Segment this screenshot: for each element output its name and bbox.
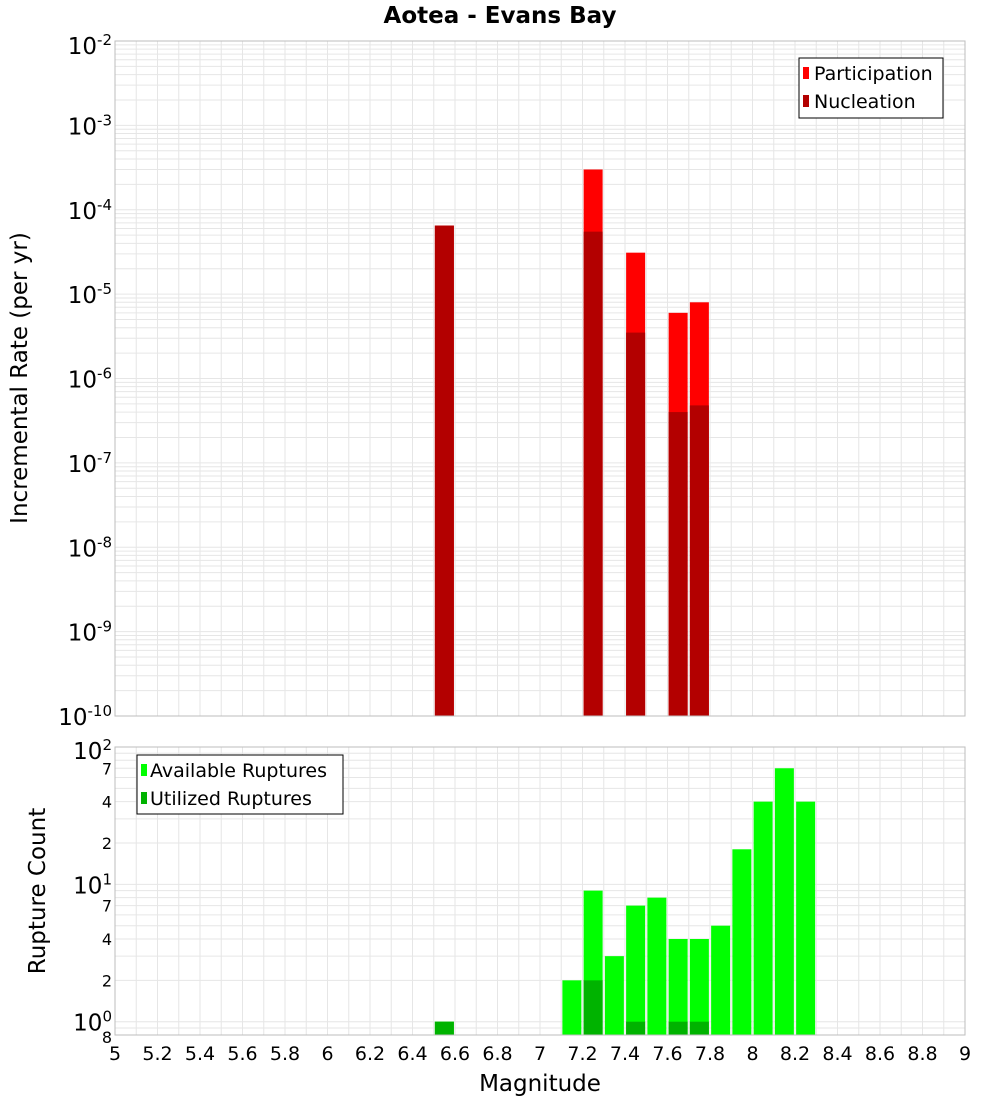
utilized-ruptures-bar bbox=[434, 1021, 454, 1035]
x-tick-label: 5.4 bbox=[185, 1043, 215, 1065]
available-legend-label: Available Ruptures bbox=[150, 760, 327, 782]
x-tick-label: 7.2 bbox=[567, 1043, 597, 1065]
nucleation-legend-label: Nucleation bbox=[814, 91, 916, 113]
available-ruptures-bar bbox=[774, 768, 794, 1035]
available-ruptures-bar bbox=[753, 801, 773, 1035]
x-axis-ticks: 5 5.2 5.4 5.6 5.8 6 6.2 6.4 6.6 6.8 7 7.2 7.4 7.6 7.8 8… bbox=[109, 1043, 971, 1065]
x-tick-label: 5.8 bbox=[270, 1043, 300, 1065]
x-tick-label: 6.6 bbox=[440, 1043, 470, 1065]
count-y-tick-label: 101 bbox=[73, 870, 112, 899]
x-tick-label: 5 bbox=[109, 1043, 121, 1065]
x-tick-label: 7.8 bbox=[695, 1043, 725, 1065]
rate-y-tick-label: 10-6 bbox=[68, 365, 112, 394]
available-ruptures-bar bbox=[562, 980, 582, 1035]
x-tick-label: 9 bbox=[959, 1043, 971, 1065]
available-ruptures-bar bbox=[689, 939, 709, 1035]
count-y-tick-label: 102 bbox=[73, 736, 112, 765]
nucleation-bar bbox=[668, 412, 688, 716]
rate-y-tick-label: 10-8 bbox=[68, 533, 112, 562]
available-ruptures-bar bbox=[668, 939, 688, 1035]
x-tick-label: 8.4 bbox=[822, 1043, 852, 1065]
available-ruptures-bar bbox=[626, 905, 646, 1035]
x-tick-label: 7 bbox=[534, 1043, 546, 1065]
count-y-tick-label: 7 bbox=[102, 759, 112, 778]
available-ruptures-bar bbox=[796, 801, 816, 1035]
available-ruptures-bar bbox=[711, 925, 731, 1035]
rate-y-axis-label: Incremental Rate (per yr) bbox=[7, 232, 33, 524]
x-tick-label: 5.2 bbox=[142, 1043, 172, 1065]
rate-y-ticks: 10-2 10-3 10-4 10-5 10-6 10-7 10-8 10-9 10-10 bbox=[58, 31, 112, 731]
utilized-ruptures-bar bbox=[626, 1021, 646, 1035]
utilized-legend-label: Utilized Ruptures bbox=[150, 788, 312, 810]
x-tick-label: 7.4 bbox=[610, 1043, 640, 1065]
count-y-tick-label: 2 bbox=[102, 971, 112, 990]
chart-title: Aotea - Evans Bay bbox=[384, 3, 617, 29]
rate-y-tick-label: 10-2 bbox=[68, 31, 112, 60]
rate-y-tick-label: 10-3 bbox=[68, 111, 112, 140]
utilized-legend-swatch bbox=[141, 792, 147, 804]
nucleation-bar bbox=[583, 231, 603, 716]
count-bars bbox=[434, 768, 816, 1035]
x-axis-label: Magnitude bbox=[479, 1071, 601, 1097]
x-tick-label: 8.6 bbox=[865, 1043, 895, 1065]
count-y-tick-label: 2 bbox=[102, 834, 112, 853]
rate-y-tick-label: 10-10 bbox=[58, 702, 112, 731]
x-tick-label: 5.6 bbox=[227, 1043, 257, 1065]
rate-y-tick-label: 10-4 bbox=[68, 196, 112, 225]
nucleation-legend-swatch bbox=[803, 95, 809, 107]
x-tick-label: 6.8 bbox=[482, 1043, 512, 1065]
count-y-tick-label: 8 bbox=[102, 1028, 112, 1047]
rate-plot-frame bbox=[114, 40, 966, 717]
x-tick-label: 6 bbox=[321, 1043, 333, 1065]
x-tick-label: 7.6 bbox=[652, 1043, 682, 1065]
utilized-ruptures-bar bbox=[668, 1021, 688, 1035]
count-y-tick-label: 4 bbox=[102, 930, 112, 949]
rate-y-tick-label: 10-7 bbox=[68, 449, 112, 478]
count-y-tick-label: 4 bbox=[102, 793, 112, 812]
rate-panel: 10-2 10-3 10-4 10-5 10-6 10-7 10-8 10-9 10-10 In… bbox=[7, 31, 966, 731]
rate-y-tick-label: 10-9 bbox=[68, 618, 112, 647]
rate-legend: Participation Nucleation bbox=[798, 57, 944, 119]
count-y-tick-label: 7 bbox=[102, 897, 112, 916]
available-legend-swatch bbox=[141, 764, 147, 776]
x-tick-label: 6.4 bbox=[397, 1043, 427, 1065]
rate-y-tick-label: 10-5 bbox=[68, 280, 112, 309]
rate-bars bbox=[434, 169, 709, 716]
count-plot-frame bbox=[114, 746, 966, 1036]
participation-legend-swatch bbox=[803, 67, 809, 79]
nucleation-bar bbox=[689, 405, 709, 716]
x-tick-label: 8.2 bbox=[780, 1043, 810, 1065]
utilized-ruptures-bar bbox=[689, 1021, 709, 1035]
count-y-axis-label: Rupture Count bbox=[25, 808, 51, 974]
count-y-tick-label: 100 bbox=[73, 1008, 112, 1037]
x-tick-label: 6.2 bbox=[355, 1043, 385, 1065]
available-ruptures-bar bbox=[647, 897, 667, 1035]
available-ruptures-bar bbox=[732, 849, 752, 1035]
nucleation-bar bbox=[626, 332, 646, 716]
rate-grid bbox=[114, 41, 966, 717]
x-tick-label: 8.8 bbox=[907, 1043, 937, 1065]
count-legend-box bbox=[136, 754, 344, 815]
participation-legend-label: Participation bbox=[814, 63, 933, 85]
x-tick-label: 8 bbox=[746, 1043, 758, 1065]
nucleation-bar bbox=[434, 225, 454, 716]
available-ruptures-bar bbox=[604, 956, 624, 1035]
count-legend: Available Ruptures Utilized Ruptures bbox=[136, 754, 344, 815]
utilized-ruptures-bar bbox=[583, 980, 603, 1035]
rate-legend-box bbox=[798, 57, 944, 119]
